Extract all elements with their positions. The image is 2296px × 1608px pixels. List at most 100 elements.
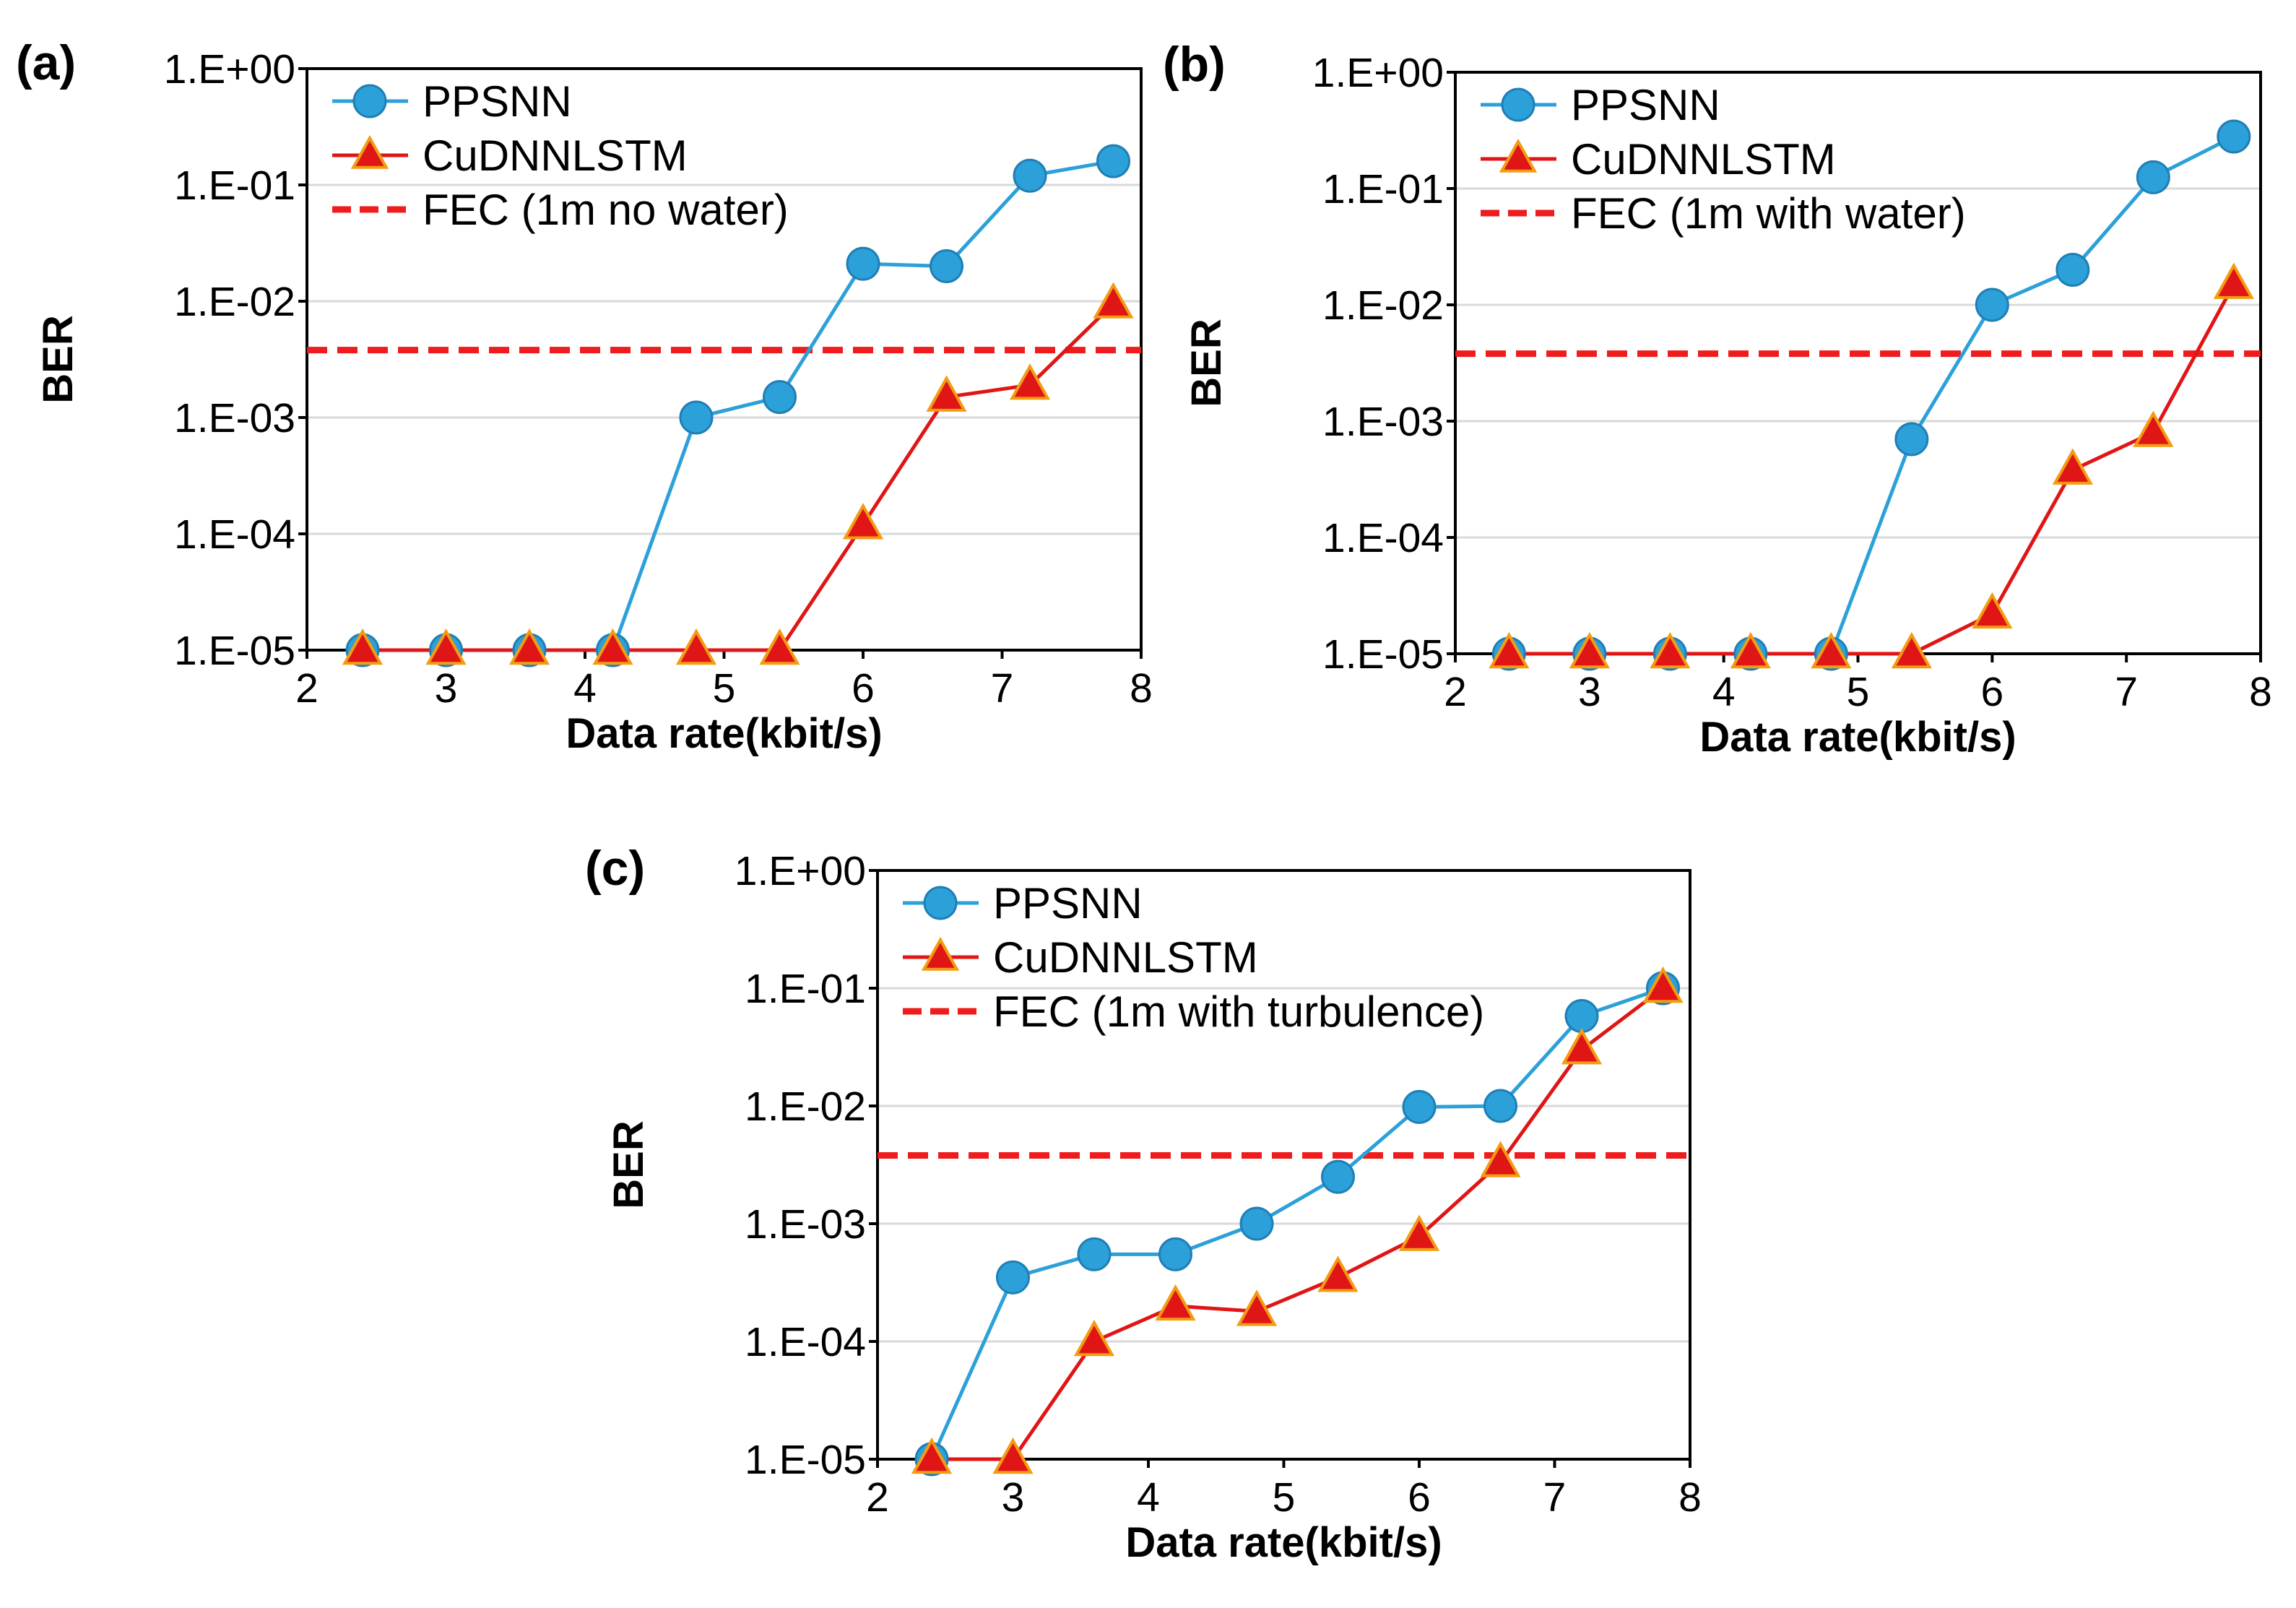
x-tick-label: 4 xyxy=(1712,669,1736,715)
panel-label: (a) xyxy=(16,35,76,90)
legend-label-cudnnlstm: CuDNNLSTM xyxy=(1571,135,1836,183)
legend-label-cudnnlstm: CuDNNLSTM xyxy=(993,933,1258,982)
data-point-ppsnn xyxy=(1321,1159,1355,1194)
data-point-ppsnn xyxy=(1239,1206,1274,1241)
data-point-cudnnlstm xyxy=(1650,631,1691,669)
y-tick-label: 1.E-01 xyxy=(174,163,295,209)
y-tick-label: 1.E-03 xyxy=(745,1201,866,1248)
series-line-cudnnlstm xyxy=(1509,283,2236,656)
legend-label-cudnnlstm: CuDNNLSTM xyxy=(423,131,688,180)
x-tick-label: 2 xyxy=(866,1474,889,1521)
x-tick-label: 8 xyxy=(1130,665,1153,712)
data-point-ppsnn xyxy=(996,1260,1030,1294)
series-line-cudnnlstm xyxy=(363,302,1115,652)
data-point-ppsnn xyxy=(1402,1089,1437,1124)
x-tick-label: 2 xyxy=(295,665,319,712)
data-point-cudnnlstm xyxy=(425,628,467,665)
x-tick-label: 8 xyxy=(1678,1474,1702,1521)
data-point-cudnnlstm xyxy=(1561,1028,1603,1065)
data-point-cudnnlstm xyxy=(926,375,967,412)
x-tick-label: 7 xyxy=(991,665,1014,712)
data-point-cudnnlstm xyxy=(1093,282,1134,319)
data-point-ppsnn xyxy=(679,400,714,435)
legend-marker-ppsnn xyxy=(1501,87,1535,122)
data-point-cudnnlstm xyxy=(911,1437,953,1474)
legend-marker-ppsnn xyxy=(923,886,958,920)
data-point-cudnnlstm xyxy=(675,628,717,665)
legend-label-fec: FEC (1m no water) xyxy=(423,186,789,234)
data-point-cudnnlstm xyxy=(842,503,884,540)
y-tick-label: 1.E-05 xyxy=(745,1437,866,1483)
legend: PPSNN CuDNNLSTM FEC (1m no water) xyxy=(332,77,789,234)
legend-label-ppsnn: PPSNN xyxy=(423,77,572,126)
data-point-cudnnlstm xyxy=(1009,363,1051,400)
y-axis-title: BER xyxy=(1183,319,1230,407)
data-point-ppsnn xyxy=(1077,1237,1112,1271)
data-point-cudnnlstm xyxy=(1642,966,1684,1003)
data-point-ppsnn xyxy=(763,380,797,415)
x-tick-label: 6 xyxy=(1980,669,2003,715)
y-tick-label: 1.E-04 xyxy=(174,511,295,558)
x-axis-title: Data rate(kbit/s) xyxy=(1125,1519,1442,1566)
data-point-cudnnlstm xyxy=(2133,410,2174,447)
legend-marker-cudnnlstm xyxy=(921,936,960,971)
data-point-cudnnlstm xyxy=(592,628,633,665)
y-tick-label: 1.E+00 xyxy=(164,46,295,92)
data-point-ppsnn xyxy=(1158,1237,1192,1271)
data-point-cudnnlstm xyxy=(1811,631,1852,669)
legend-marker-cudnnlstm xyxy=(350,134,389,169)
legend-label-ppsnn: PPSNN xyxy=(1571,81,1720,129)
data-point-cudnnlstm xyxy=(1569,631,1610,669)
series-line-ppsnn xyxy=(930,986,1664,1461)
data-point-cudnnlstm xyxy=(1317,1255,1359,1292)
series-line-ppsnn xyxy=(363,159,1114,652)
x-tick-label: 8 xyxy=(2249,669,2272,715)
y-tick-label: 1.E+00 xyxy=(1312,50,1444,96)
x-tick-label: 3 xyxy=(1002,1474,1025,1521)
data-point-cudnnlstm xyxy=(1398,1214,1440,1251)
chart-panel-1: 1.E-05 1.E-04 1.E-03 1.E-02 1.E-01 1.E+00 2 3 4 5… xyxy=(16,35,1153,757)
y-tick-label: 1.E-02 xyxy=(1322,282,1444,329)
data-point-cudnnlstm xyxy=(2052,448,2093,485)
legend-marker-ppsnn xyxy=(352,84,387,118)
panel-label: (b) xyxy=(1163,37,1226,92)
data-point-cudnnlstm xyxy=(2213,262,2254,299)
data-point-ppsnn xyxy=(2136,160,2170,194)
y-axis-title: BER xyxy=(35,315,82,403)
x-tick-label: 2 xyxy=(1444,669,1467,715)
data-point-cudnnlstm xyxy=(1480,1141,1521,1177)
legend: PPSNN CuDNNLSTM FEC (1m with turbulence) xyxy=(903,879,1484,1036)
data-point-cudnnlstm xyxy=(1155,1284,1196,1321)
y-tick-label: 1.E-01 xyxy=(745,966,866,1012)
chart-panel-3: 1.E-05 1.E-04 1.E-03 1.E-02 1.E-01 1.E+00 2 3 4 5… xyxy=(585,841,1702,1566)
series-line-cudnnlstm xyxy=(932,987,1665,1461)
data-point-ppsnn xyxy=(930,249,963,284)
x-tick-label: 7 xyxy=(2115,669,2138,715)
data-point-cudnnlstm xyxy=(508,628,550,665)
data-point-cudnnlstm xyxy=(1730,631,1771,669)
panel-label: (c) xyxy=(585,841,645,896)
y-tick-label: 1.E-02 xyxy=(745,1084,866,1130)
data-point-ppsnn xyxy=(2055,253,2090,288)
x-axis-title: Data rate(kbit/s) xyxy=(566,710,882,757)
data-point-ppsnn xyxy=(1096,144,1130,178)
x-tick-label: 5 xyxy=(1847,669,1870,715)
data-point-ppsnn xyxy=(1564,999,1599,1034)
data-point-ppsnn xyxy=(1975,288,2009,322)
data-point-cudnnlstm xyxy=(992,1437,1034,1474)
data-point-ppsnn xyxy=(1483,1089,1517,1123)
y-tick-label: 1.E+00 xyxy=(735,848,866,894)
legend-marker-cudnnlstm xyxy=(1499,138,1538,173)
data-point-cudnnlstm xyxy=(1489,631,1530,669)
y-tick-label: 1.E-04 xyxy=(1322,515,1444,561)
chart-panel-2: 1.E-05 1.E-04 1.E-03 1.E-02 1.E-01 1.E+00 2 3 4 5… xyxy=(1163,37,2272,761)
legend-label-fec: FEC (1m with water) xyxy=(1571,189,1966,238)
x-tick-label: 3 xyxy=(435,665,458,712)
data-point-cudnnlstm xyxy=(1073,1319,1115,1357)
y-tick-label: 1.E-05 xyxy=(174,628,295,674)
y-tick-label: 1.E-04 xyxy=(745,1319,866,1365)
data-point-cudnnlstm xyxy=(759,628,800,665)
x-tick-label: 7 xyxy=(1543,1474,1567,1521)
legend: PPSNN CuDNNLSTM FEC (1m with water) xyxy=(1481,81,1966,238)
